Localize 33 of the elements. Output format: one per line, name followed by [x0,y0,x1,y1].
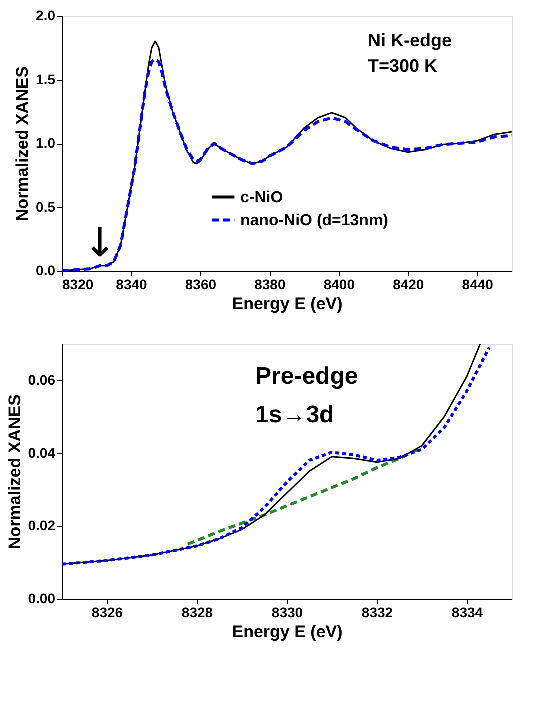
x-tick-label: 8330 [272,604,304,620]
x-tick-label: 8340 [116,276,148,292]
x-tick-label: 8334 [452,604,484,620]
x-axis-title: Energy E (eV) [232,294,343,314]
annotation: 1s→3d [256,401,334,428]
x-tick-label: 8360 [185,276,217,292]
annotation: Ni K-edge [368,30,452,50]
y-axis-title: Normalized XANES [13,66,32,222]
x-tick-label: 8380 [254,276,286,292]
x-tick-label: 8420 [393,276,424,292]
annotation: T=300 K [368,56,438,76]
x-tick-label: 8326 [92,604,124,620]
y-tick-label: 0.06 [28,372,56,388]
y-tick-label: 0.04 [28,444,56,461]
y-tick-label: 0.0 [36,262,56,278]
x-axis-title: Energy E (eV) [232,622,343,642]
annotation: Pre-edge [256,363,358,390]
y-tick-label: 1.0 [36,135,56,151]
y-axis-title: Normalized XANES [5,394,24,550]
y-tick-label: 0.5 [36,198,56,215]
y-tick-label: 0.00 [28,590,56,606]
line-series [186,446,424,546]
x-tick-label: 8440 [462,276,494,292]
x-tick-label: 8400 [324,276,356,292]
annotation: ↓ [83,220,117,267]
x-tick-label: 8332 [362,604,394,620]
x-tick-label: 8328 [182,604,214,620]
y-tick-label: 1.5 [36,71,56,88]
legend-label: c-NiO [240,189,284,206]
legend-label: nano-NiO (d=13nm) [240,212,389,230]
x-tick-label: 8320 [62,276,94,292]
y-tick-label: 2.0 [36,8,56,24]
y-tick-label: 0.02 [28,518,56,534]
